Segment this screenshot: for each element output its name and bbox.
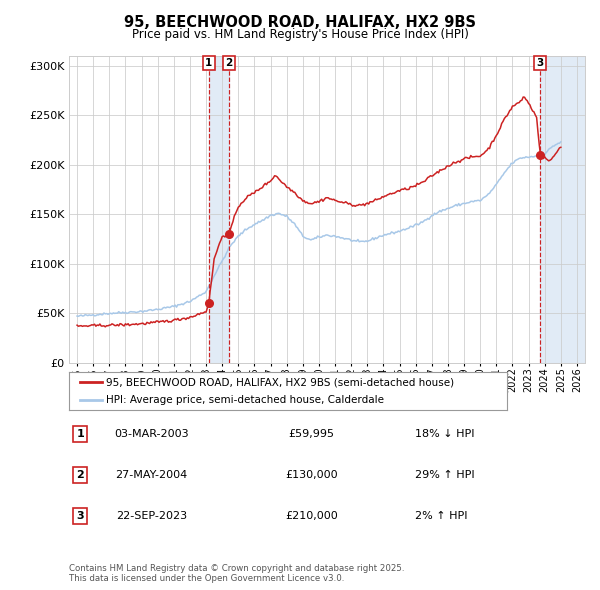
Text: Contains HM Land Registry data © Crown copyright and database right 2025.
This d: Contains HM Land Registry data © Crown c… [69,563,404,583]
Text: 95, BEECHWOOD ROAD, HALIFAX, HX2 9BS: 95, BEECHWOOD ROAD, HALIFAX, HX2 9BS [124,15,476,30]
Bar [209,56,229,363]
Text: £210,000: £210,000 [285,512,338,521]
Text: 95, BEECHWOOD ROAD, HALIFAX, HX2 9BS (semi-detached house): 95, BEECHWOOD ROAD, HALIFAX, HX2 9BS (se… [106,377,454,387]
Text: 2: 2 [225,58,232,68]
Text: 3: 3 [77,512,84,521]
Text: 2: 2 [76,470,84,480]
Text: 3: 3 [536,58,544,68]
Text: 29% ↑ HPI: 29% ↑ HPI [415,470,475,480]
Text: £59,995: £59,995 [289,429,335,438]
Text: £130,000: £130,000 [285,470,338,480]
Bar [540,56,585,363]
Text: 2% ↑ HPI: 2% ↑ HPI [415,512,467,521]
Text: 27-MAY-2004: 27-MAY-2004 [115,470,188,480]
Text: 1: 1 [76,429,84,438]
Text: 1: 1 [205,58,212,68]
Text: Price paid vs. HM Land Registry's House Price Index (HPI): Price paid vs. HM Land Registry's House … [131,28,469,41]
Text: 18% ↓ HPI: 18% ↓ HPI [415,429,474,438]
Text: HPI: Average price, semi-detached house, Calderdale: HPI: Average price, semi-detached house,… [106,395,384,405]
Text: 03-MAR-2003: 03-MAR-2003 [114,429,189,438]
Text: 22-SEP-2023: 22-SEP-2023 [116,512,187,521]
